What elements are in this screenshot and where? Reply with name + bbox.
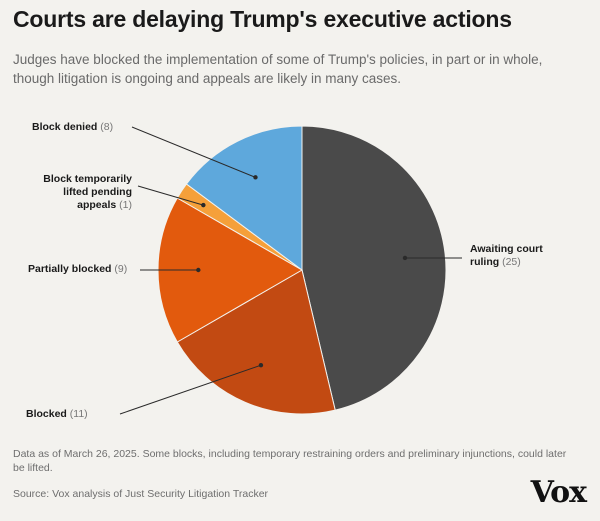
slice-label-1: Awaiting court ruling (25) [470,243,543,268]
leader-dot-3 [196,267,201,273]
leader-line-4 [137,185,204,206]
chart-title: Courts are delaying Trump's executive ac… [13,6,512,32]
leader-dot-1 [402,255,408,261]
data-note: Data as of March 26, 2025. Some blocks, … [13,448,567,474]
slice-label-5: Block denied (8) [32,121,113,133]
pie-slice-2 [176,269,336,415]
leader-line-5 [131,126,256,178]
pie-slice-1 [301,125,447,411]
slice-label-2: Blocked (11) [26,408,88,420]
vox-logo: Vox [530,475,587,510]
source-note: Source: Vox analysis of Just Security Li… [13,488,269,500]
leader-dot-5 [253,175,258,180]
leader-dot-4 [201,202,206,208]
slice-label-4: Block temporarily lifted pending appeals (… [43,173,132,211]
chart-subtitle: Judges have blocked the implementation o… [13,52,543,86]
leader-line-2 [119,364,262,415]
leader-dot-2 [258,363,264,368]
pie-slice-5 [185,125,303,271]
slice-label-3: Partially blocked (9) [28,263,127,275]
